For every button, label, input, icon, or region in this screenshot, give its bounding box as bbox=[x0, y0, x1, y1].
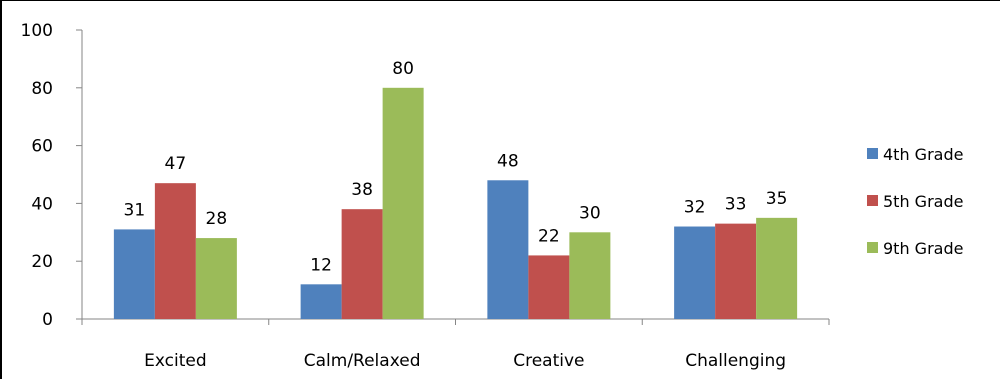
bar bbox=[528, 255, 570, 319]
data-label: 28 bbox=[206, 209, 228, 229]
y-tick-label: 0 bbox=[42, 310, 53, 330]
bar bbox=[569, 232, 611, 319]
legend-label: 4th Grade bbox=[883, 145, 963, 164]
bar bbox=[756, 217, 798, 319]
legend-swatch bbox=[867, 148, 878, 159]
data-label: 33 bbox=[725, 195, 747, 215]
data-label: 30 bbox=[579, 203, 601, 223]
legend-label: 9th Grade bbox=[883, 239, 963, 258]
bar bbox=[487, 180, 529, 319]
data-label: 47 bbox=[165, 154, 187, 174]
bar bbox=[674, 226, 716, 319]
x-tick-label: Creative bbox=[513, 351, 584, 371]
data-label: 31 bbox=[124, 200, 146, 220]
data-label: 48 bbox=[497, 151, 519, 171]
y-tick-label: 80 bbox=[31, 79, 53, 99]
data-label: 22 bbox=[538, 226, 560, 246]
y-tick-label: 60 bbox=[31, 137, 53, 157]
bar bbox=[715, 223, 757, 319]
x-tick-label: Excited bbox=[144, 351, 207, 371]
y-axis: 0 20 40 60 80 100 bbox=[21, 21, 83, 330]
x-axis: Excited Calm/Relaxed Creative Challenging bbox=[81, 318, 830, 371]
data-label: 38 bbox=[351, 180, 373, 200]
bar bbox=[382, 87, 424, 319]
legend: 4th Grade 5th Grade 9th Grade bbox=[867, 145, 963, 258]
y-tick-label: 40 bbox=[31, 194, 53, 214]
bar bbox=[300, 284, 342, 319]
bars-group bbox=[113, 87, 798, 319]
y-tick-label: 100 bbox=[21, 21, 53, 41]
x-tick-label: Calm/Relaxed bbox=[304, 351, 421, 371]
data-label: 12 bbox=[310, 255, 332, 275]
x-tick-label: Challenging bbox=[685, 351, 786, 371]
data-label: 32 bbox=[684, 198, 706, 218]
legend-label: 5th Grade bbox=[883, 192, 963, 211]
legend-swatch bbox=[867, 195, 878, 206]
legend-swatch bbox=[867, 242, 878, 253]
bar bbox=[113, 229, 155, 319]
data-labels-group: 31 47 28 12 38 80 48 22 30 32 33 35 bbox=[124, 59, 788, 276]
data-label: 35 bbox=[766, 189, 788, 209]
y-tick-label: 20 bbox=[31, 252, 53, 272]
data-label: 80 bbox=[392, 59, 414, 79]
bar bbox=[341, 209, 383, 319]
bar bbox=[195, 238, 237, 319]
bar bbox=[154, 183, 196, 319]
